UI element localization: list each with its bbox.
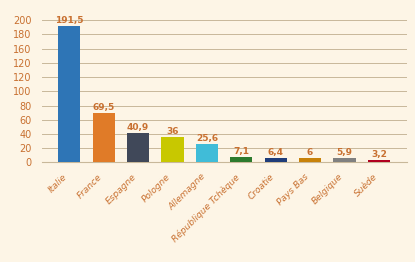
Text: 3,2: 3,2: [371, 150, 387, 159]
Text: 5,9: 5,9: [337, 148, 352, 157]
Bar: [368, 160, 390, 162]
Bar: [264, 158, 287, 162]
Text: 25,6: 25,6: [196, 134, 218, 143]
Text: 40,9: 40,9: [127, 123, 149, 132]
Bar: [333, 158, 356, 162]
Bar: [196, 144, 218, 162]
Text: 69,5: 69,5: [93, 103, 115, 112]
Bar: [230, 157, 252, 162]
Text: 7,1: 7,1: [233, 147, 249, 156]
Bar: [127, 133, 149, 162]
Bar: [93, 113, 115, 162]
Bar: [58, 26, 81, 162]
Bar: [161, 137, 184, 162]
Text: 36: 36: [166, 127, 179, 136]
Bar: [299, 158, 321, 162]
Text: 6,4: 6,4: [268, 148, 284, 157]
Text: 191,5: 191,5: [55, 16, 83, 25]
Text: 6: 6: [307, 148, 313, 157]
